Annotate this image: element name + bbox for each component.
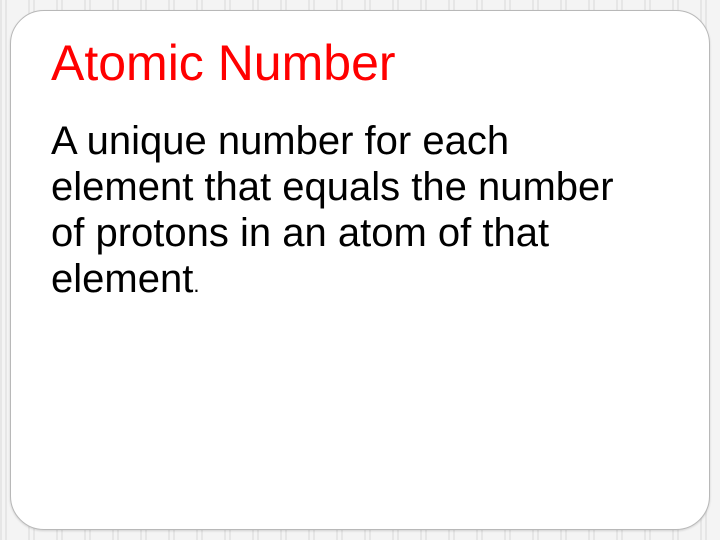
- content-card: Atomic Number A unique number for each e…: [10, 10, 710, 530]
- slide-body-text: A unique number for each element that eq…: [51, 119, 614, 301]
- slide-background: Atomic Number A unique number for each e…: [0, 0, 720, 540]
- slide-body-container: A unique number for each element that eq…: [51, 118, 641, 302]
- slide-title: Atomic Number: [51, 37, 669, 90]
- slide-body-period: .: [193, 272, 199, 297]
